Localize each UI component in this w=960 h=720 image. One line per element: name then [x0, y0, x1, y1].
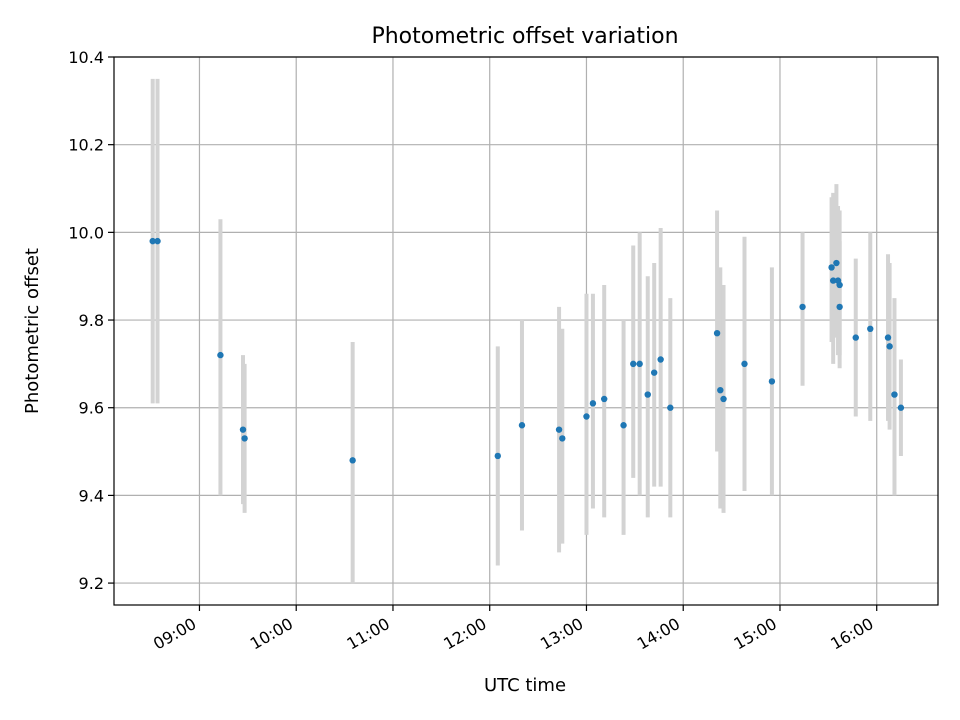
x-tick-label: 10:00	[247, 614, 296, 654]
x-tick-label: 12:00	[440, 614, 489, 654]
data-point	[154, 237, 161, 245]
data-point	[897, 404, 905, 411]
x-tick-label: 15:00	[731, 614, 780, 654]
data-point	[149, 237, 156, 245]
data-point	[717, 386, 724, 394]
data-point	[741, 360, 748, 368]
error-bars	[150, 78, 903, 584]
x-tick-label: 11:00	[344, 614, 393, 654]
y-tick-label: 9.8	[79, 311, 104, 330]
data-point	[836, 281, 843, 289]
data-point	[768, 378, 776, 385]
data-point	[518, 422, 526, 429]
data-point	[852, 334, 859, 341]
data-point	[828, 264, 835, 271]
data-point	[589, 400, 597, 407]
y-tick-label: 9.6	[79, 399, 104, 418]
data-point	[241, 435, 248, 442]
data-point	[886, 343, 893, 350]
grid	[114, 56, 938, 605]
x-tick-label: 13:00	[537, 614, 586, 654]
x-tick-label: 14:00	[634, 614, 683, 654]
data-point	[636, 360, 643, 368]
data-point	[494, 452, 501, 460]
data-points	[149, 237, 905, 464]
data-point	[891, 391, 898, 398]
x-axis-ticks: 09:00 10:00 11:00 12:00 13:00 14:00 15:00 16:00	[150, 605, 878, 654]
data-point	[650, 369, 658, 376]
data-point	[836, 303, 843, 311]
data-point	[799, 303, 806, 311]
data-point	[644, 391, 651, 398]
y-axis-ticks: 9.2 9.4 9.6 9.8 10.0 10.2 10.4	[68, 48, 114, 593]
data-point	[867, 325, 874, 333]
data-point	[833, 259, 840, 267]
data-point	[884, 334, 892, 341]
y-tick-label: 10.2	[68, 136, 104, 155]
data-point	[657, 356, 664, 363]
data-point	[583, 413, 590, 420]
data-point	[601, 395, 608, 403]
y-tick-label: 10.4	[68, 48, 104, 67]
x-tick-label: 09:00	[150, 614, 199, 654]
data-point	[217, 351, 224, 359]
plot-frame	[113, 56, 939, 606]
data-point	[559, 435, 566, 442]
data-point	[620, 422, 627, 429]
x-tick-label: 16:00	[827, 614, 876, 654]
chart-title: Photometric offset variation	[371, 24, 678, 49]
data-point	[713, 329, 721, 337]
x-axis-label: UTC time	[484, 675, 566, 696]
y-tick-label: 9.4	[79, 486, 104, 505]
data-point	[720, 395, 727, 403]
data-point	[630, 360, 637, 368]
data-point	[349, 457, 356, 464]
y-axis-label: Photometric offset	[22, 248, 43, 414]
data-point	[239, 426, 247, 433]
y-tick-label: 9.2	[79, 574, 104, 593]
y-tick-label: 10.0	[68, 223, 104, 242]
data-point	[667, 404, 674, 411]
data-point	[555, 426, 563, 433]
data-point	[829, 277, 837, 284]
